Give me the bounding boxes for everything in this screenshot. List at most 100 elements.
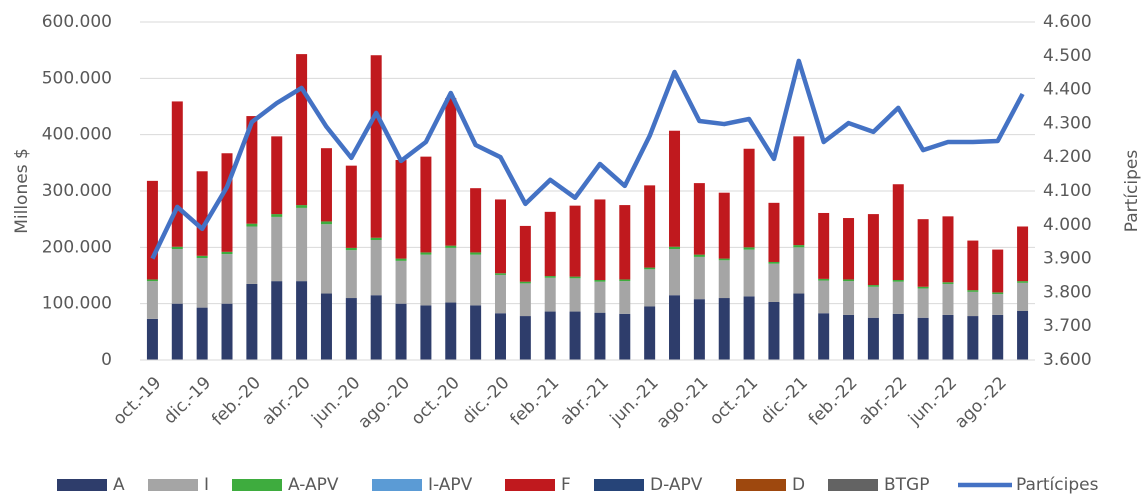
bar [718, 298, 730, 360]
bar [320, 224, 332, 294]
bar [494, 274, 506, 314]
y2-tick-label: 4.300 [1043, 113, 1092, 133]
bar [843, 281, 855, 315]
bar [494, 273, 506, 275]
y2-tick-label: 4.400 [1043, 80, 1092, 100]
bar [519, 281, 531, 284]
bar [345, 250, 357, 299]
y2-tick-label: 3.600 [1043, 350, 1092, 370]
bar [345, 247, 357, 251]
legend-swatch [57, 479, 107, 491]
bar [395, 303, 407, 360]
bar [271, 281, 283, 360]
bar [445, 302, 457, 360]
bar [669, 130, 681, 247]
bar [942, 314, 954, 360]
bar [644, 267, 656, 270]
bar [992, 294, 1004, 315]
bar [967, 290, 979, 292]
bar [594, 312, 606, 360]
bar [569, 276, 581, 279]
bar [470, 252, 482, 255]
bar [420, 252, 432, 255]
bar [743, 148, 755, 248]
bar [619, 205, 631, 280]
bar [370, 55, 382, 238]
bar [221, 153, 233, 252]
x-tick-label: ago.-22 [951, 373, 1011, 433]
y2-tick-label: 4.000 [1043, 215, 1092, 235]
bar [445, 245, 457, 248]
y2-tick-label: 4.600 [1043, 12, 1092, 32]
bar [146, 318, 158, 360]
y-tick-label: 600.000 [42, 12, 112, 32]
bar [494, 199, 506, 274]
bar [569, 205, 581, 277]
bar [171, 249, 183, 304]
bar [793, 293, 805, 360]
x-tick-label: abr.-20 [258, 373, 314, 429]
legend-label: I [204, 475, 209, 495]
bar [967, 240, 979, 291]
bar [743, 249, 755, 297]
x-tick-label: dic.-20 [458, 373, 513, 428]
bar [420, 305, 432, 360]
x-tick-label: ago.-21 [653, 373, 713, 433]
bar [892, 184, 904, 281]
bar [470, 188, 482, 253]
bar [644, 185, 656, 268]
bar [445, 247, 457, 303]
bar [221, 254, 233, 304]
bar [370, 295, 382, 360]
bar [693, 254, 705, 257]
y-axis-title: Millones $ [12, 148, 32, 234]
x-tick-label: oct.-19 [109, 373, 165, 429]
bar [942, 282, 954, 284]
x-tick-label: dic.-19 [160, 373, 215, 428]
x-tick-label: feb.-22 [805, 373, 862, 430]
bar [1017, 310, 1029, 360]
x-tick-label: oct.-20 [408, 373, 464, 429]
bar [196, 255, 208, 259]
bar [196, 307, 208, 360]
bar [818, 280, 830, 314]
bar [967, 316, 979, 360]
bar [544, 211, 556, 277]
bar [320, 293, 332, 360]
bar [892, 281, 904, 314]
bar [271, 216, 283, 282]
bar [619, 313, 631, 360]
bar [320, 148, 332, 222]
legend-swatch [736, 479, 786, 491]
y2-tick-label: 4.500 [1043, 46, 1092, 66]
bar [420, 254, 432, 306]
bar [345, 298, 357, 360]
x-tick-label: abr.-21 [557, 373, 613, 429]
bar [768, 202, 780, 262]
legend-swatch [372, 479, 422, 491]
bar [246, 223, 258, 227]
bar [843, 314, 855, 360]
bar [818, 212, 830, 279]
y2-tick-label: 3.700 [1043, 316, 1092, 336]
bar [146, 180, 158, 280]
bar [942, 283, 954, 315]
bar [967, 291, 979, 317]
bar [1017, 281, 1029, 283]
bar [594, 199, 606, 281]
bar [793, 136, 805, 246]
bar [594, 280, 606, 282]
bar [669, 246, 681, 250]
bar [221, 303, 233, 360]
bar [917, 286, 929, 289]
bar [718, 258, 730, 261]
bar [171, 246, 183, 250]
bar [494, 313, 506, 360]
bar [271, 136, 283, 215]
bar [296, 205, 308, 208]
bar [171, 303, 183, 360]
bar [693, 256, 705, 300]
bar [196, 258, 208, 308]
bar [644, 269, 656, 307]
x-tick-label: oct.-21 [706, 373, 762, 429]
